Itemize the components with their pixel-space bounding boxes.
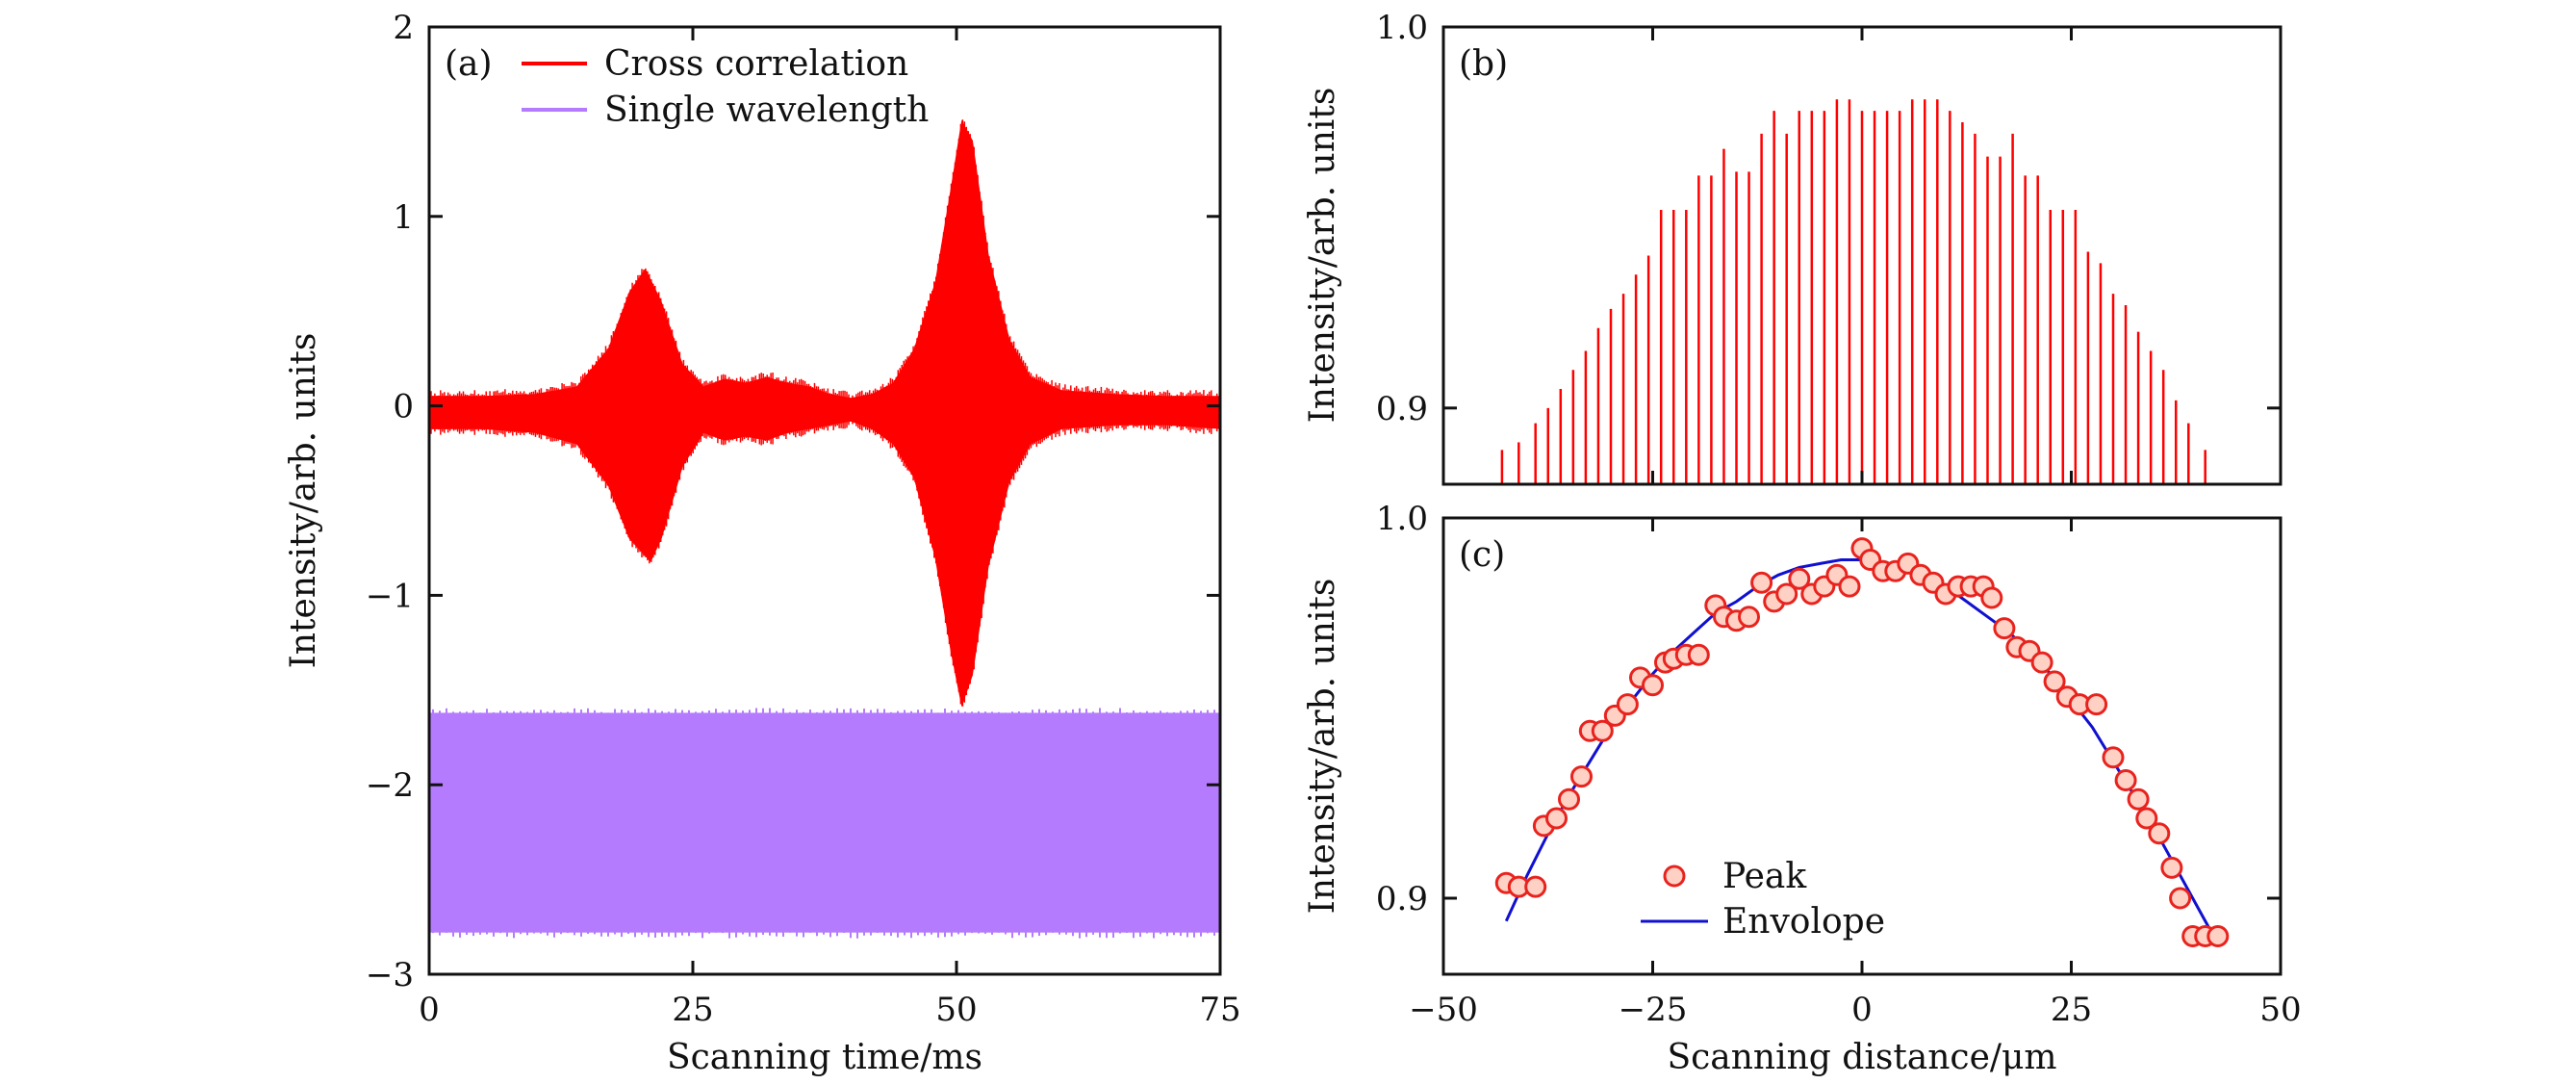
panel-b-series <box>1500 99 2206 484</box>
peak-point <box>1750 571 1773 594</box>
x-tick-label: 75 <box>1199 991 1240 1029</box>
peak-point <box>1838 575 1861 598</box>
x-tick-label: −25 <box>1619 991 1688 1029</box>
x-tick-label: 25 <box>2051 991 2092 1029</box>
y-tick-label: 1.0 <box>1376 9 1428 47</box>
panel-c-ticks: −50 −25 0 25 50 1.0 0.9 <box>1376 500 2302 1029</box>
peak-point <box>2102 746 2125 769</box>
panel-b-ticks: 1.0 0.9 <box>1376 9 2283 484</box>
peak-point <box>1738 606 1760 629</box>
y-tick-label: −3 <box>366 956 414 994</box>
panel-a-xlabel: Scanning time/ms <box>667 1038 982 1077</box>
x-tick-label: 0 <box>1851 991 1873 1029</box>
panel-a-label: (a) <box>445 44 493 84</box>
panel-a-series <box>429 119 1220 939</box>
peak-point <box>1687 643 1710 666</box>
panel-c-xlabel: Scanning distance/μm <box>1667 1038 2056 1077</box>
peak-point <box>2169 887 2192 910</box>
x-tick-label: 50 <box>2259 991 2301 1029</box>
y-tick-label: 0 <box>393 388 414 426</box>
panel-a-ylabel: Intensity/arb. units <box>284 333 323 669</box>
peak-point <box>2085 693 2108 716</box>
panel-a-chart: 0 25 50 75 2 1 0 −1 −2 −3 (a) Cross correlation S… <box>284 9 1241 1077</box>
peak-point <box>2135 807 2158 830</box>
peak-point <box>2043 670 2066 693</box>
peak-point <box>1788 567 1811 590</box>
y-tick-label: −1 <box>366 577 414 615</box>
peak-point <box>1616 693 1639 716</box>
panel-b-chart: 1.0 0.9 (b) Intensity/arb. units <box>1303 9 2283 486</box>
panel-c-ylabel: Intensity/arb. units <box>1303 579 1342 915</box>
x-tick-label: 0 <box>419 991 440 1029</box>
panel-a-ticks: 0 25 50 75 2 1 0 −1 −2 −3 <box>366 9 1241 1029</box>
peak-point <box>1980 586 2003 609</box>
legend-label-envelope: Envolope <box>1722 902 1885 942</box>
single-wavelength-fringes <box>432 708 1215 939</box>
peak-point <box>1558 787 1580 811</box>
peak-point <box>2206 925 2230 947</box>
y-tick-label: 2 <box>393 9 414 47</box>
cross-correlation-fringes <box>429 119 1220 707</box>
y-tick-label: −2 <box>366 766 414 805</box>
peak-point <box>1642 674 1664 697</box>
peak-point <box>2160 856 2183 879</box>
panel-c-chart: −50 −25 0 25 50 1.0 0.9 (c) Peak Envolope Scan… <box>1303 500 2302 1077</box>
y-tick-label: 1 <box>393 198 414 237</box>
peak-point <box>1993 617 2016 640</box>
panel-b-label: (b) <box>1459 44 1508 84</box>
y-tick-label: 1.0 <box>1376 500 1428 538</box>
x-tick-label: 50 <box>935 991 977 1029</box>
peak-point <box>1591 719 1614 742</box>
panel-c-label: (c) <box>1459 535 1505 575</box>
peak-point <box>1545 807 1568 830</box>
legend-label-peak: Peak <box>1722 857 1807 896</box>
panel-a-frame <box>427 25 1222 976</box>
peak-point <box>1775 582 1798 606</box>
panel-c-series <box>1494 537 2230 947</box>
panel-c-legend: Peak Envolope <box>1641 857 1885 942</box>
legend-label-cross-correlation: Cross correlation <box>604 44 908 84</box>
panel-a-legend: Cross correlation Single wavelength <box>522 44 929 130</box>
peak-point <box>2114 769 2137 791</box>
x-tick-label: −50 <box>1409 991 1478 1029</box>
peak-point <box>1524 875 1547 898</box>
panel-b-ylabel: Intensity/arb. units <box>1303 88 1342 424</box>
peak-point <box>2148 822 2171 845</box>
x-tick-label: 25 <box>672 991 713 1029</box>
legend-label-single-wavelength: Single wavelength <box>604 90 929 130</box>
peak-point <box>1570 765 1593 788</box>
peak-point <box>2030 651 2053 674</box>
legend-marker-peak <box>1663 865 1686 888</box>
y-tick-label: 0.9 <box>1376 390 1428 428</box>
peak-point <box>2127 787 2150 811</box>
y-tick-label: 0.9 <box>1376 880 1428 918</box>
